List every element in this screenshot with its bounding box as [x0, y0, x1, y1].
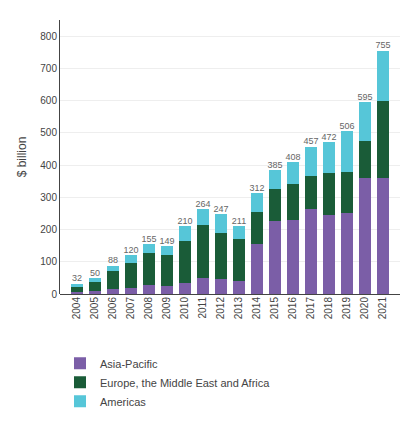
svg-text:2019: 2019: [341, 297, 352, 320]
svg-text:595: 595: [357, 92, 372, 102]
svg-text:2010: 2010: [179, 297, 190, 320]
svg-text:385: 385: [267, 160, 282, 170]
svg-text:Europe, the Middle East and Af: Europe, the Middle East and Africa: [100, 377, 270, 389]
svg-text:600: 600: [40, 95, 57, 106]
svg-text:88: 88: [108, 255, 118, 265]
svg-text:312: 312: [249, 183, 264, 193]
svg-text:210: 210: [177, 216, 192, 226]
svg-text:2014: 2014: [251, 297, 262, 320]
svg-text:50: 50: [90, 268, 100, 278]
svg-text:155: 155: [141, 234, 156, 244]
svg-text:2007: 2007: [125, 297, 136, 320]
svg-text:2004: 2004: [71, 297, 82, 320]
svg-text:755: 755: [375, 40, 390, 50]
svg-text:2016: 2016: [287, 297, 298, 320]
svg-text:0: 0: [51, 289, 57, 300]
svg-text:32: 32: [72, 273, 82, 283]
svg-text:472: 472: [321, 132, 336, 142]
svg-text:2020: 2020: [359, 297, 370, 320]
svg-text:Americas: Americas: [100, 396, 146, 408]
svg-text:$ billion: $ billion: [15, 137, 29, 178]
svg-text:300: 300: [40, 192, 57, 203]
svg-text:2015: 2015: [269, 297, 280, 320]
svg-text:120: 120: [123, 245, 138, 255]
svg-text:149: 149: [159, 236, 174, 246]
svg-text:500: 500: [40, 127, 57, 138]
svg-text:2005: 2005: [89, 297, 100, 320]
svg-text:2009: 2009: [161, 297, 172, 320]
svg-text:100: 100: [40, 256, 57, 267]
svg-text:2021: 2021: [377, 297, 388, 320]
svg-text:264: 264: [195, 199, 210, 209]
svg-text:408: 408: [285, 152, 300, 162]
svg-text:2017: 2017: [305, 297, 316, 320]
svg-text:200: 200: [40, 224, 57, 235]
svg-text:800: 800: [40, 31, 57, 42]
svg-text:700: 700: [40, 63, 57, 74]
svg-text:457: 457: [303, 136, 318, 146]
svg-text:211: 211: [232, 216, 246, 226]
svg-text:2012: 2012: [215, 297, 226, 320]
svg-text:506: 506: [339, 121, 354, 131]
svg-text:2018: 2018: [323, 297, 334, 320]
svg-text:2013: 2013: [233, 297, 244, 320]
svg-text:2011: 2011: [197, 297, 208, 319]
svg-text:247: 247: [213, 204, 228, 214]
svg-text:2006: 2006: [107, 297, 118, 320]
svg-text:Asia-Pacific: Asia-Pacific: [100, 358, 158, 370]
svg-text:400: 400: [40, 160, 57, 171]
svg-text:2008: 2008: [143, 297, 154, 320]
